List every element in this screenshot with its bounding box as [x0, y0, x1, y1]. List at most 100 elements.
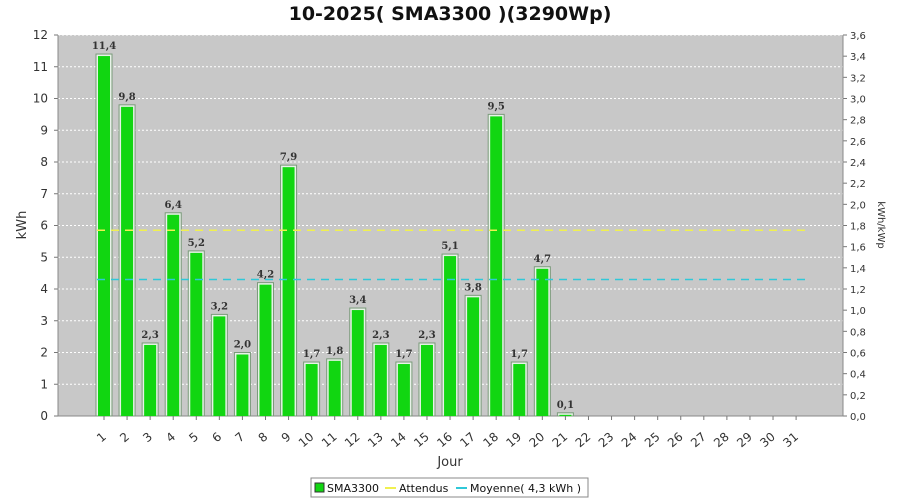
- x-tick-label: 26: [665, 430, 686, 451]
- y2-tick-label: 1,0: [850, 306, 866, 317]
- x-tick-label: 23: [596, 430, 617, 451]
- y-tick-label: 7: [40, 187, 48, 201]
- data-label: 1,7: [395, 349, 412, 360]
- bar: [144, 344, 157, 416]
- y-tick-label: 11: [33, 60, 48, 74]
- y2-tick-label: 0,4: [850, 370, 866, 381]
- data-label: 5,1: [441, 241, 458, 252]
- data-label: 9,8: [118, 92, 135, 103]
- bar: [559, 414, 572, 416]
- bar: [236, 354, 249, 416]
- y2-tick-label: 0,2: [850, 391, 866, 402]
- bar: [444, 256, 457, 416]
- x-tick-label: 19: [503, 430, 524, 451]
- y2-tick-label: 2,4: [850, 158, 866, 169]
- bar: [190, 252, 203, 416]
- data-label: 3,8: [464, 282, 481, 293]
- y2-tick-label: 3,2: [850, 73, 866, 84]
- legend-box: [310, 477, 589, 498]
- x-tick-label: 13: [365, 430, 386, 451]
- y2-tick-label: 2,6: [850, 137, 866, 148]
- x-tick-label: 22: [573, 430, 594, 451]
- legend-entry: Moyenne( 4,3 kWh ): [470, 482, 581, 495]
- y-tick-label: 0: [40, 409, 48, 423]
- x-tick-label: 31: [780, 430, 801, 451]
- y2-tick-label: 2,2: [850, 179, 866, 190]
- y-tick-label: 10: [33, 92, 48, 106]
- y2-tick-label: 1,4: [850, 264, 866, 275]
- bar: [513, 364, 526, 416]
- y-tick-label: 6: [40, 219, 48, 233]
- x-tick-label: 15: [411, 430, 432, 451]
- y-tick-label: 1: [40, 377, 48, 391]
- y-tick-label: 8: [40, 155, 48, 169]
- x-tick-label: 25: [642, 430, 663, 451]
- data-label: 2,3: [141, 330, 158, 341]
- data-label: 4,2: [257, 270, 274, 281]
- data-label: 4,7: [534, 254, 551, 265]
- bar: [282, 167, 295, 416]
- data-label: 3,2: [211, 301, 228, 312]
- x-tick-label: 18: [480, 430, 501, 451]
- legend-swatch: [314, 482, 325, 493]
- data-label: 11,4: [92, 41, 116, 52]
- bar: [351, 310, 364, 416]
- bar: [121, 106, 134, 416]
- y2-tick-label: 1,8: [850, 222, 866, 233]
- y-tick-label: 9: [40, 123, 48, 137]
- data-label: 2,3: [418, 330, 435, 341]
- bar: [397, 364, 410, 416]
- x-tick-label: 1: [94, 430, 109, 446]
- y2-tick-label: 3,4: [850, 52, 866, 63]
- y2-tick-label: 0,6: [850, 349, 866, 360]
- x-tick-label: 3: [140, 430, 155, 446]
- x-tick-label: 27: [688, 430, 709, 451]
- y-tick-label: 12: [33, 28, 48, 42]
- data-label: 2,0: [234, 340, 251, 351]
- data-label: 1,8: [326, 346, 343, 357]
- x-tick-label: 20: [527, 430, 548, 451]
- data-label: 0,1: [557, 400, 574, 411]
- y-tick-label: 4: [40, 282, 48, 296]
- x-tick-label: 29: [734, 430, 755, 451]
- bar: [213, 316, 226, 416]
- x-tick-label: 12: [342, 430, 363, 451]
- x-tick-label: 14: [388, 430, 409, 451]
- x-tick-label: 28: [711, 430, 732, 451]
- bar: [420, 344, 433, 416]
- data-label: 3,4: [349, 295, 366, 306]
- x-tick-label: 10: [296, 430, 317, 451]
- data-label: 6,4: [165, 200, 182, 211]
- data-label: 5,2: [188, 238, 205, 249]
- bar: [98, 56, 110, 417]
- legend-entry: SMA3300: [327, 482, 379, 495]
- y2-tick-label: 3,0: [850, 95, 866, 106]
- x-tick-label: 2: [117, 430, 132, 446]
- y2-tick-label: 2,0: [850, 200, 866, 211]
- x-tick-label: 24: [619, 430, 640, 451]
- x-tick-label: 8: [256, 430, 271, 446]
- bar: [328, 360, 341, 416]
- data-label: 2,3: [372, 330, 389, 341]
- x-tick-label: 9: [279, 430, 294, 446]
- x-tick-label: 30: [757, 430, 778, 451]
- y2-axis-title: kWh/kWp: [875, 201, 886, 248]
- y2-tick-label: 0,0: [850, 412, 866, 423]
- x-tick-label: 16: [434, 430, 455, 451]
- y-tick-label: 5: [40, 250, 48, 264]
- x-tick-label: 11: [319, 430, 340, 451]
- y2-tick-label: 3,6: [850, 31, 866, 42]
- y2-tick-label: 1,2: [850, 285, 866, 296]
- bar: [536, 268, 549, 416]
- x-tick-label: 6: [209, 430, 224, 446]
- data-label: 1,7: [303, 349, 320, 360]
- x-tick-label: 7: [232, 430, 247, 446]
- y-tick-label: 3: [40, 314, 48, 328]
- x-tick-label: 21: [550, 430, 571, 451]
- x-tick-label: 4: [163, 430, 178, 446]
- x-tick-label: 17: [457, 430, 478, 451]
- x-tick-label: 5: [186, 430, 201, 446]
- legend-entry: Attendus: [399, 482, 449, 495]
- y2-tick-label: 2,8: [850, 116, 866, 127]
